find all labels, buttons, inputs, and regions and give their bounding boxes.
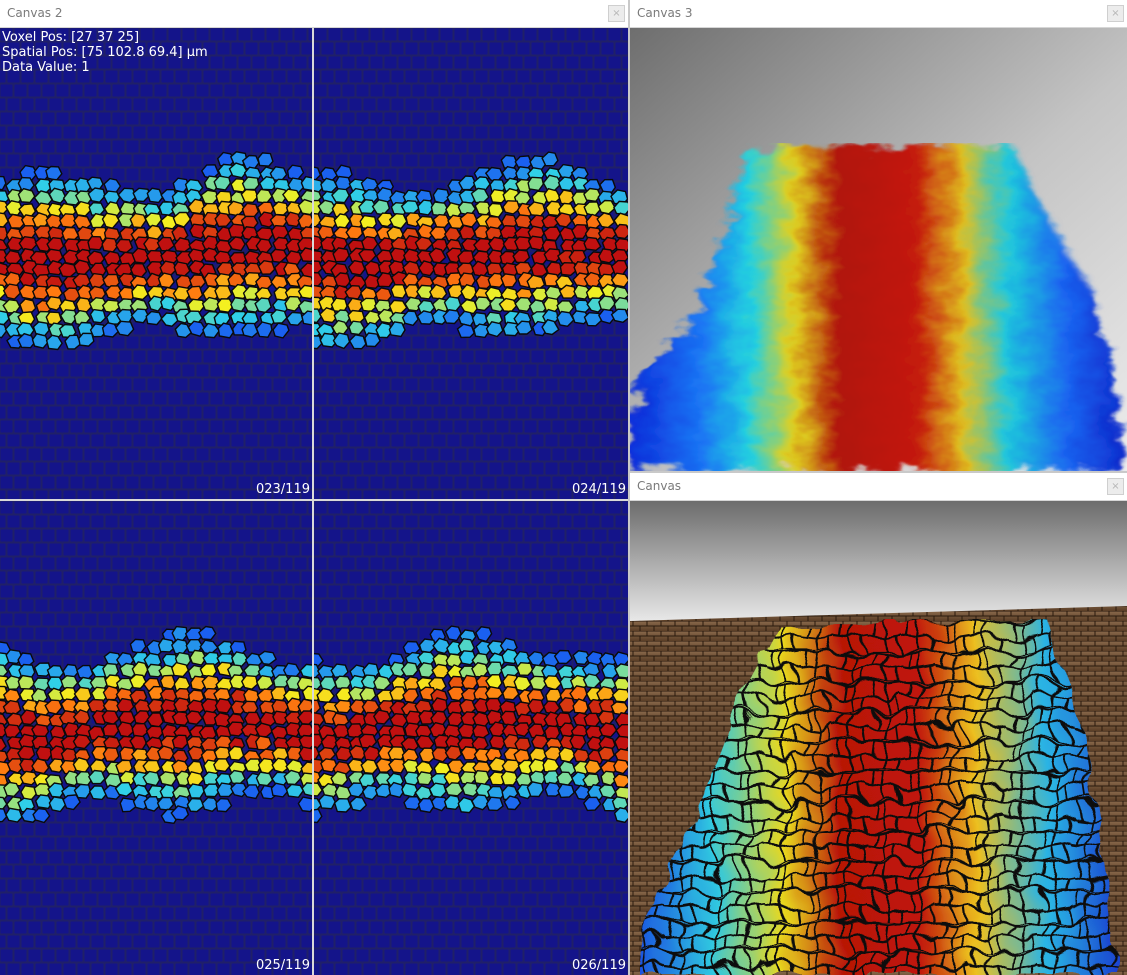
canvas-2-window: Canvas 2 × 023/119 024/119 025/119 026/1… [0,0,628,975]
slice-image [0,28,312,499]
canvas-2-titlebar[interactable]: Canvas 2 × [0,0,628,28]
slice-index-label: 025/119 [255,958,310,973]
slice-grid[interactable]: 023/119 024/119 025/119 026/119 Voxel Po… [0,28,628,975]
voxel-pos-text: Voxel Pos: [27 37 25] [2,30,140,45]
canvas-title: Canvas [637,479,682,493]
canvas-window: Canvas × [630,473,1127,975]
slice-view[interactable]: 024/119 [314,28,628,499]
slice-divider [312,28,314,975]
slice-image [314,501,628,975]
surface-render-image [630,501,1127,975]
slice-index-label: 024/119 [571,482,626,497]
close-icon[interactable]: × [608,5,625,22]
surface-render-view[interactable] [630,501,1127,975]
close-icon[interactable]: × [1107,478,1124,495]
slice-view[interactable]: 025/119 [0,501,312,975]
slice-image [0,501,312,975]
spatial-pos-text: Spatial Pos: [75 102.8 69.4] µm [2,45,208,60]
canvas-titlebar[interactable]: Canvas × [630,473,1127,501]
volume-render-view[interactable] [630,28,1127,471]
slice-divider [0,499,628,501]
close-icon[interactable]: × [1107,5,1124,22]
canvas-3-window: Canvas 3 × [630,0,1127,471]
volume-render-image [630,28,1127,471]
slice-image [314,28,628,499]
canvas-2-title: Canvas 2 [7,6,63,20]
slice-view[interactable]: 023/119 [0,28,312,499]
canvas-3-titlebar[interactable]: Canvas 3 × [630,0,1127,28]
slice-index-label: 023/119 [255,482,310,497]
canvas-3-title: Canvas 3 [637,6,693,20]
slice-index-label: 026/119 [571,958,626,973]
voxel-info-overlay: Voxel Pos: [27 37 25] Spatial Pos: [75 1… [2,30,208,75]
data-value-text: Data Value: 1 [2,60,90,75]
slice-view[interactable]: 026/119 [314,501,628,975]
